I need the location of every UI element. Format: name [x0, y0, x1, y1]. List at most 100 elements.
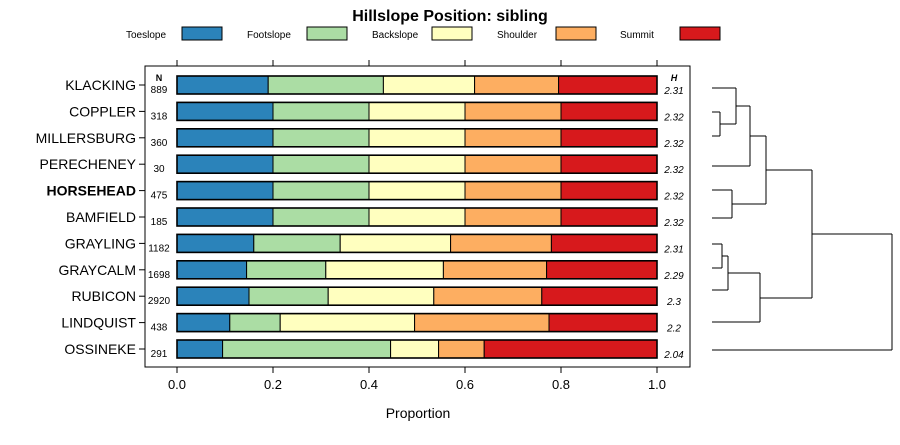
row-n: 30: [153, 164, 165, 175]
bar-segment: [176, 313, 231, 333]
bar-segment: [560, 128, 658, 148]
bar-outline: [176, 312, 658, 333]
legend-label: Footslope: [247, 30, 291, 41]
bar-outline: [176, 180, 658, 201]
bar-outline: [176, 339, 658, 359]
bar-outline: [176, 154, 658, 174]
x-tick-label: 1.0: [648, 377, 666, 392]
bar-segment: [442, 260, 548, 280]
bar-segment: [229, 313, 281, 333]
x-axis-label: Proportion: [386, 405, 451, 421]
bar-segment: [464, 128, 562, 148]
bar-segment: [246, 260, 327, 280]
row-n: 2920: [148, 296, 171, 307]
bar-segment: [279, 313, 416, 333]
bar-segment: [176, 101, 274, 121]
bar-segment: [176, 207, 274, 227]
bar-segment: [414, 313, 550, 333]
h-header: H: [671, 73, 678, 83]
bar-segment: [176, 286, 250, 306]
bar-segment: [464, 207, 562, 227]
row-label: KLACKING: [65, 77, 136, 93]
bar-segment: [368, 207, 466, 227]
bar-segment: [368, 181, 466, 201]
row-h: 2.32: [663, 139, 684, 150]
row-label: LINDQUIST: [61, 315, 136, 331]
bar-segment: [176, 75, 269, 95]
x-tick-label: 0.6: [456, 377, 474, 392]
bar-outline: [176, 128, 658, 148]
bar-segment: [541, 286, 658, 306]
legend-swatch: [431, 26, 473, 41]
bar-segment: [176, 154, 274, 174]
row-h: 2.31: [663, 86, 683, 97]
dendrogram: [712, 87, 893, 351]
bar-outline: [176, 233, 658, 254]
bar-segment: [450, 233, 552, 253]
chart-title: Hillslope Position: sibling: [352, 8, 548, 25]
bar-outline: [176, 75, 658, 95]
bar-outline: [176, 286, 658, 307]
bar-segment: [327, 286, 435, 306]
row-n: 889: [151, 85, 168, 96]
dendrogram-branch: [712, 87, 893, 351]
bar-segment: [548, 313, 658, 333]
row-label: BAMFIELD: [66, 209, 136, 225]
row-label: GRAYLING: [65, 235, 136, 251]
bar-outline: [176, 207, 658, 227]
row-h: 2.31: [663, 244, 683, 255]
legend: Toeslope Footslope Backslope Shoulder Summit: [126, 26, 721, 41]
row-n: 438: [151, 323, 168, 334]
legend-label: Toeslope: [126, 30, 166, 41]
bar-segment: [272, 128, 370, 148]
legend-label: Summit: [620, 30, 654, 41]
legend-label: Shoulder: [497, 30, 538, 41]
bar-segment: [222, 339, 392, 359]
row-label: MILLERSBURG: [36, 130, 136, 146]
bar-outline: [176, 259, 658, 280]
row-h: 2.32: [663, 192, 684, 203]
row-n: 475: [151, 191, 168, 202]
bar-segment: [339, 233, 452, 253]
row-n: 291: [151, 349, 168, 360]
row-h: 2.04: [663, 350, 684, 361]
x-tick-label: 0.4: [360, 377, 378, 392]
row-label: GRAYCALM: [58, 262, 136, 278]
bar-segment: [546, 260, 658, 280]
bar-segment: [176, 181, 274, 201]
bar-segment: [433, 286, 543, 306]
x-tick-label: 0.0: [168, 377, 186, 392]
legend-label: Backslope: [372, 30, 419, 41]
row-h: 2.3: [666, 297, 681, 308]
bar-segment: [560, 181, 658, 201]
bar-segment: [474, 75, 560, 95]
row-n: 1698: [148, 270, 171, 281]
x-tick-label: 0.8: [552, 377, 570, 392]
bar-segment: [560, 154, 658, 174]
bar-segment: [176, 233, 255, 253]
bar-segment: [272, 181, 370, 201]
bar-segment: [483, 339, 658, 359]
legend-swatch: [555, 26, 597, 41]
bar-segment: [368, 101, 466, 121]
bar-segment: [253, 233, 341, 253]
bar-segment: [272, 154, 370, 174]
bar-segment: [464, 181, 562, 201]
bar-segment: [368, 154, 466, 174]
legend-swatch: [679, 26, 721, 41]
row-n: 1182: [148, 243, 170, 254]
bar-segment: [325, 260, 444, 280]
n-header: N: [156, 73, 163, 83]
row-label: RUBICON: [71, 288, 136, 304]
bar-segment: [550, 233, 658, 253]
bar-segment: [248, 286, 329, 306]
row-n: 360: [151, 138, 168, 149]
row-n: 185: [151, 217, 168, 228]
row-h: 2.2: [666, 324, 681, 335]
row-h: 2.32: [663, 218, 684, 229]
bar-segment: [176, 260, 248, 280]
plot-area: 0.0 0.2 0.4 0.6 0.8 1.0 Proportion N H KLACKING 88…: [36, 60, 691, 421]
row-n: 318: [151, 111, 168, 122]
